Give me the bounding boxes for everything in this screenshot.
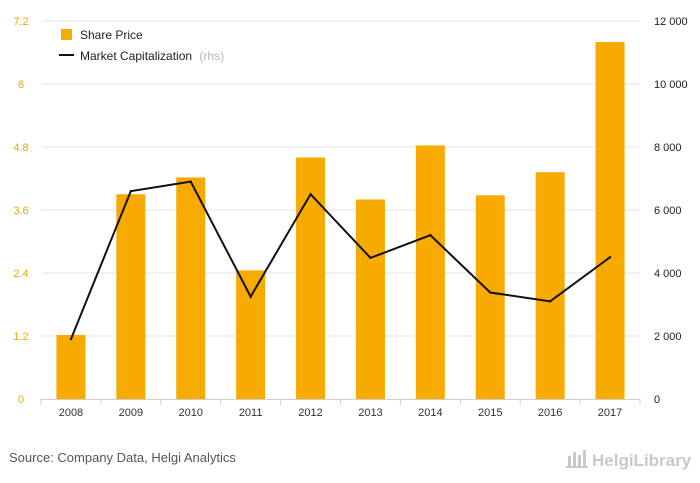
x-tick-label: 2015 [478, 407, 502, 419]
y-tick-label-left: 0 [18, 394, 24, 406]
y-tick-label-left: 4.8 [13, 142, 28, 154]
bar-2008 [56, 334, 86, 399]
helgi-logo: HelgiLibrary [566, 450, 692, 470]
legend-label-share-price: Share Price [80, 28, 143, 42]
y-tick-label-right: 12 000 [654, 16, 688, 28]
bar-series-share-price [56, 42, 625, 399]
logo-text: HelgiLibrary [592, 451, 692, 470]
x-tick-label: 2016 [538, 407, 562, 419]
line-point-2008 [69, 337, 73, 341]
y-tick-label-left: 3.6 [13, 205, 28, 217]
x-tick-label: 2009 [119, 407, 143, 419]
x-tick-label: 2017 [598, 407, 622, 419]
y-tick-label-right: 8 000 [654, 142, 682, 154]
line-point-2017 [608, 256, 612, 259]
market-cap-line [70, 180, 611, 340]
x-tick-label: 2014 [418, 407, 442, 419]
x-tick-label: 2008 [59, 407, 83, 419]
bar-2009 [116, 194, 146, 399]
bar-2017 [595, 42, 625, 399]
y-tick-label-left: 2.4 [13, 268, 28, 280]
line-point-2013 [369, 256, 372, 260]
y-tick-label-left: 7.2 [13, 16, 28, 28]
line-series-market-cap [69, 180, 612, 341]
line-point-2010 [189, 180, 192, 183]
bar-2013 [355, 199, 385, 399]
y-tick-label-right: 10 000 [654, 79, 688, 91]
line-point-2009 [129, 189, 133, 193]
y-tick-label-right: 4 000 [654, 268, 682, 280]
legend-swatch-share-price [61, 29, 72, 40]
legend-market-cap-name: Market Capitalization [80, 49, 192, 63]
bar-2011 [236, 270, 266, 399]
library-icon [566, 450, 588, 468]
x-tick-label: 2012 [298, 407, 322, 419]
source-note: Source: Company Data, Helgi Analytics [9, 450, 236, 465]
bar-2012 [296, 157, 326, 399]
line-point-2012 [309, 193, 312, 196]
x-tick-label: 2011 [239, 407, 263, 419]
x-tick-label: 2013 [358, 407, 382, 419]
y-tick-label-right: 6 000 [654, 205, 682, 217]
y-tick-label-left: 6 [18, 79, 24, 91]
x-tick-label: 2010 [179, 407, 203, 419]
bar-2014 [415, 145, 445, 399]
legend: Share Price Market Capitalization (rhs) [59, 28, 224, 63]
legend-label-market-cap: Market Capitalization (rhs) [80, 49, 224, 63]
line-point-2014 [429, 234, 432, 237]
bar-2015 [475, 195, 505, 399]
line-point-2015 [489, 291, 492, 294]
line-point-2011 [249, 295, 252, 298]
axes: 0 0 1.2 2 000 2.4 4 000 3.6 6 000 4.8 8 000 6 10 00… [13, 16, 687, 419]
y-tick-label-right: 0 [654, 394, 660, 406]
y-tick-label-right: 2 000 [654, 331, 682, 343]
bar-2010 [176, 177, 206, 399]
line-point-2016 [548, 300, 552, 303]
y-tick-label-left: 1.2 [13, 331, 28, 343]
bar-2016 [535, 172, 565, 399]
legend-market-cap-suffix: (rhs) [199, 49, 224, 63]
